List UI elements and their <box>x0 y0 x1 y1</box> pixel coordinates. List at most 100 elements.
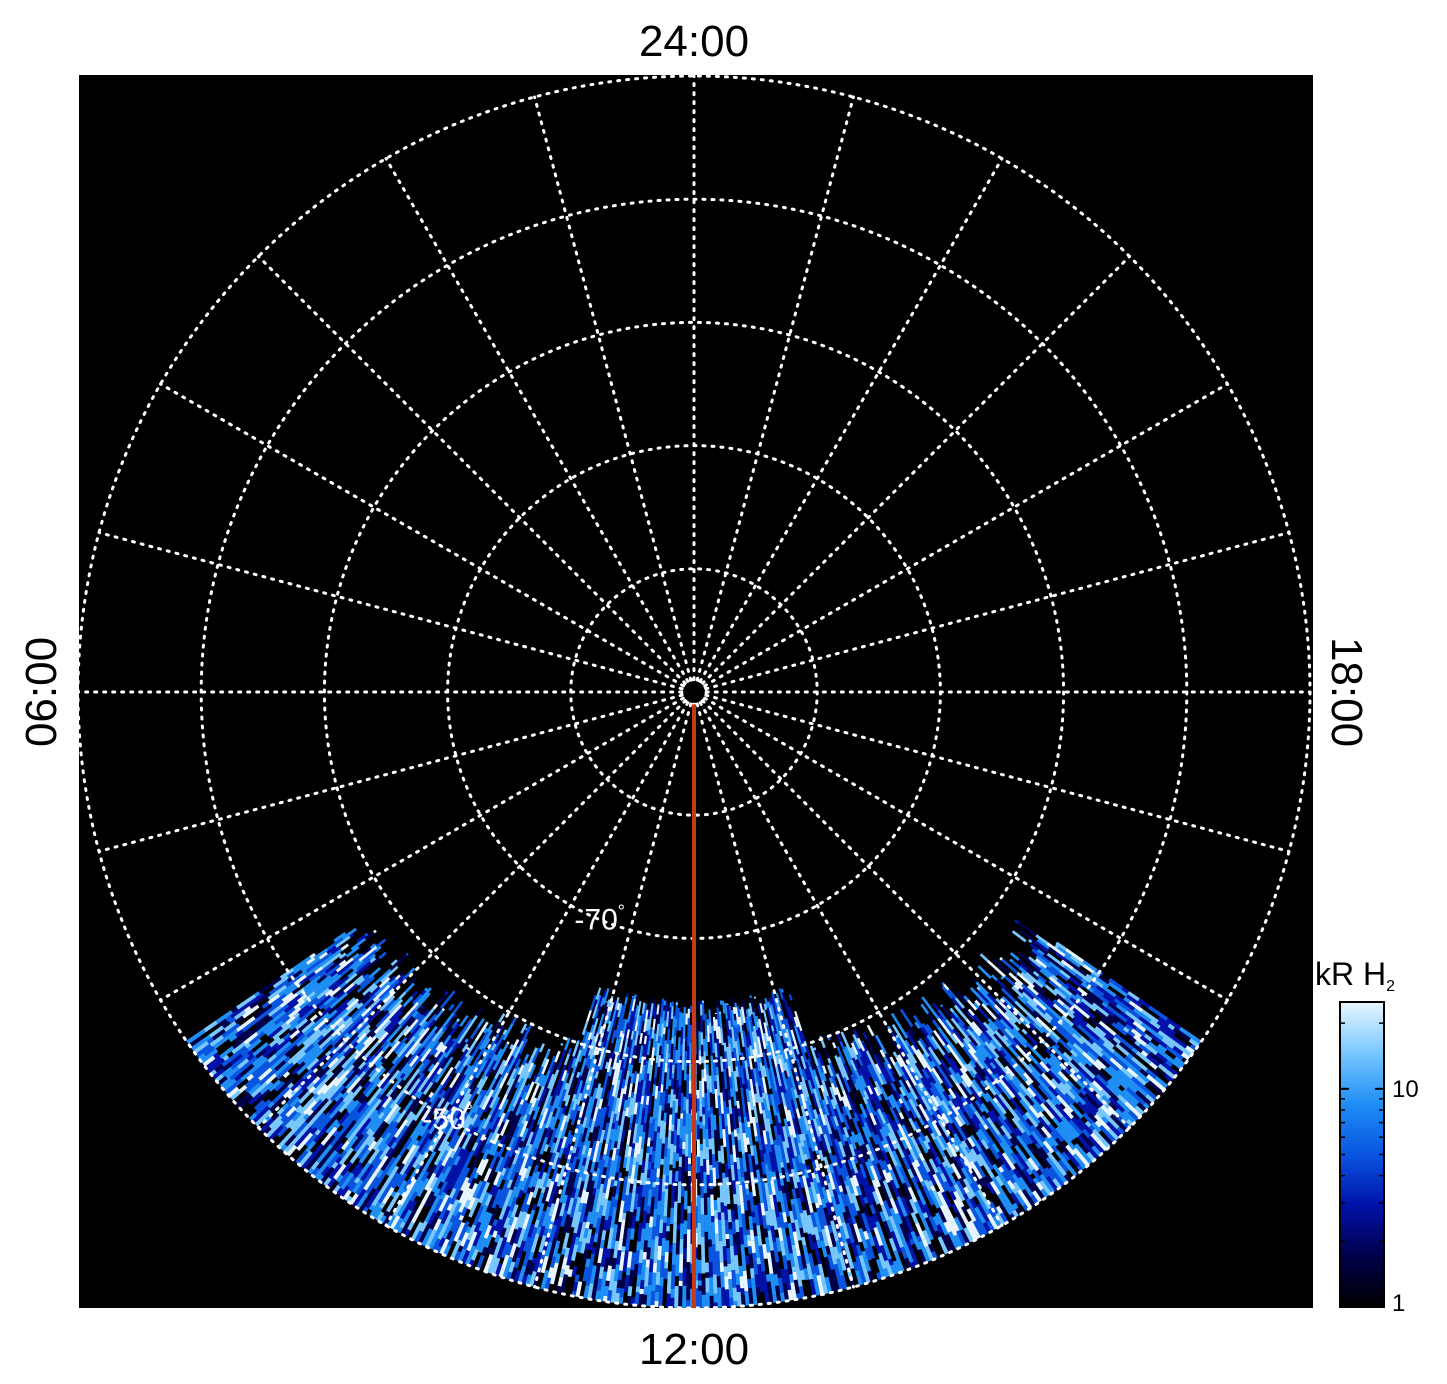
emission-cell <box>979 1095 993 1112</box>
emission-cell <box>756 1202 763 1221</box>
emission-cell <box>737 1091 743 1107</box>
emission-cell <box>1144 1020 1160 1034</box>
emission-cell <box>604 1061 609 1070</box>
emission-cell <box>787 1289 794 1301</box>
emission-cell <box>777 1277 784 1293</box>
emission-cell <box>485 1195 496 1213</box>
emission-cell <box>877 1186 887 1202</box>
emission-cell <box>991 1163 1007 1184</box>
emission-cell <box>824 1080 834 1100</box>
emission-cell <box>943 1180 953 1193</box>
emission-cell <box>714 1042 718 1058</box>
emission-cell <box>858 1241 865 1252</box>
emission-cell <box>638 1045 644 1064</box>
emission-cell <box>705 1272 710 1278</box>
emission-cell <box>1056 1041 1073 1057</box>
emission-cell <box>514 1081 520 1089</box>
emission-cell <box>548 1203 556 1217</box>
emission-cell <box>862 1090 870 1100</box>
emission-cell <box>605 1129 611 1144</box>
emission-cell <box>1085 1010 1096 1020</box>
emission-cell <box>623 1067 628 1080</box>
emission-cell <box>622 1292 628 1305</box>
emission-cell <box>815 1118 821 1127</box>
emission-cell <box>948 1206 958 1219</box>
emission-cell <box>579 1107 587 1125</box>
emission-cell <box>632 1070 638 1084</box>
emission-cell <box>720 1271 725 1288</box>
emission-cell <box>762 1009 769 1026</box>
emission-cell <box>991 1143 1000 1154</box>
emission-cell <box>969 1197 978 1209</box>
emission-cell <box>772 1139 777 1145</box>
emission-cell <box>772 1294 778 1303</box>
emission-cell <box>1091 990 1110 1006</box>
emission-cell <box>443 1173 456 1194</box>
emission-cell <box>612 1057 618 1070</box>
emission-cell <box>898 1111 905 1120</box>
emission-cell <box>427 1211 437 1225</box>
emission-cell <box>789 1108 795 1119</box>
emission-cell <box>604 1038 612 1060</box>
emission-cell <box>886 1163 893 1171</box>
emission-cell <box>596 1069 602 1083</box>
emission-cell <box>727 1209 732 1223</box>
emission-cell <box>1012 1006 1020 1014</box>
emission-cell <box>615 1287 621 1294</box>
emission-cell <box>956 1030 966 1040</box>
emission-cell <box>581 1021 589 1036</box>
emission-cell <box>779 1114 785 1127</box>
emission-cell <box>653 998 657 1004</box>
emission-cell <box>771 1001 777 1015</box>
emission-cell <box>842 1211 849 1224</box>
emission-cell <box>835 1073 845 1091</box>
emission-cell <box>820 1198 827 1209</box>
emission-cell <box>871 1190 880 1205</box>
emission-cell <box>957 1069 964 1077</box>
emission-cell <box>812 1069 817 1077</box>
emission-cell <box>678 1253 684 1273</box>
emission-cell <box>719 1183 724 1203</box>
emission-cell <box>662 1278 668 1295</box>
emission-cell <box>1041 1115 1051 1126</box>
emission-cell <box>984 1040 1000 1059</box>
emission-cell <box>684 1041 688 1052</box>
emission-cell <box>804 1068 811 1081</box>
emission-cell <box>954 1115 963 1128</box>
emission-cell <box>774 1033 783 1055</box>
emission-cell <box>568 1037 571 1039</box>
emission-cell <box>810 1119 816 1131</box>
emission-cell <box>1035 1125 1048 1139</box>
emission-cell <box>755 1122 762 1145</box>
emission-cell <box>594 1217 602 1234</box>
emission-cell <box>849 1118 858 1136</box>
emission-cell <box>741 1006 746 1024</box>
emission-cell <box>662 1027 666 1035</box>
emission-cell <box>653 1077 657 1085</box>
emission-cell <box>852 1174 860 1187</box>
emission-cell <box>1025 1015 1035 1025</box>
emission-cell <box>527 1223 535 1238</box>
emission-cell <box>1024 1178 1036 1193</box>
emission-cell <box>817 1113 827 1135</box>
emission-cell <box>603 1155 610 1168</box>
emission-cell <box>795 1046 800 1055</box>
emission-cell <box>562 1213 571 1234</box>
emission-cell <box>650 1291 656 1307</box>
emission-cell <box>464 1244 477 1266</box>
emission-cell <box>555 1157 562 1166</box>
emission-cell <box>482 1114 492 1130</box>
emission-cell <box>909 1148 918 1161</box>
emission-cell <box>483 1167 492 1182</box>
emission-cell <box>724 1276 729 1290</box>
emission-cell <box>671 1124 675 1132</box>
emission-cell <box>528 1067 538 1085</box>
emission-cell <box>876 1203 883 1213</box>
emission-cell <box>816 1182 825 1199</box>
emission-cell <box>681 1070 685 1082</box>
emission-cell <box>556 1254 565 1274</box>
emission-cell <box>606 1227 614 1250</box>
emission-cell <box>739 1236 745 1245</box>
emission-cell <box>858 1227 868 1249</box>
emission-cell <box>708 1075 713 1093</box>
